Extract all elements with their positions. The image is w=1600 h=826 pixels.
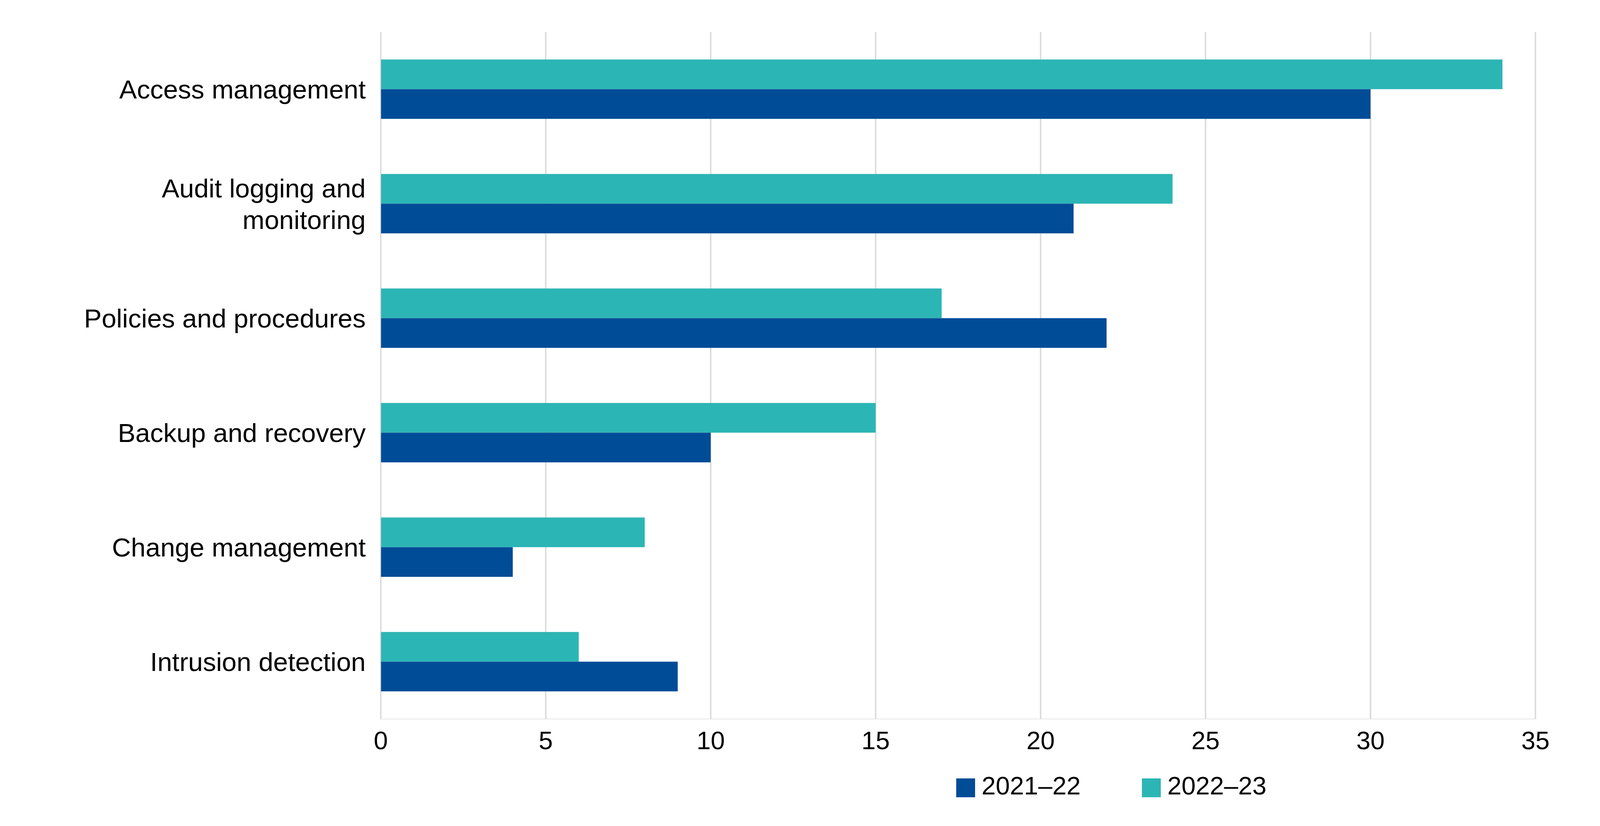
svg-text:Audit logging andmonitoring: Audit logging andmonitoring: [161, 173, 366, 235]
svg-text:25: 25: [1191, 726, 1220, 755]
svg-text:30: 30: [1356, 726, 1385, 755]
html-text:2021–22: 2021–22: [981, 771, 1081, 800]
svg-text:Intrusion detection: Intrusion detection: [149, 647, 366, 677]
svg-text:15: 15: [861, 726, 890, 755]
svg-text:Access management: Access management: [119, 74, 366, 105]
svg-text:Change management: Change management: [111, 532, 366, 563]
svg-text:10: 10: [696, 726, 725, 755]
svg-text:5: 5: [538, 726, 553, 755]
html-text:2022–23: 2022–23: [1167, 771, 1267, 800]
svg-text:Policies and procedures: Policies and procedures: [83, 303, 366, 334]
svg-text:35: 35: [1521, 726, 1550, 755]
svg-text:0: 0: [373, 726, 388, 755]
svg-text:20: 20: [1026, 726, 1055, 755]
svg-text:Backup and recovery: Backup and recovery: [117, 418, 366, 448]
